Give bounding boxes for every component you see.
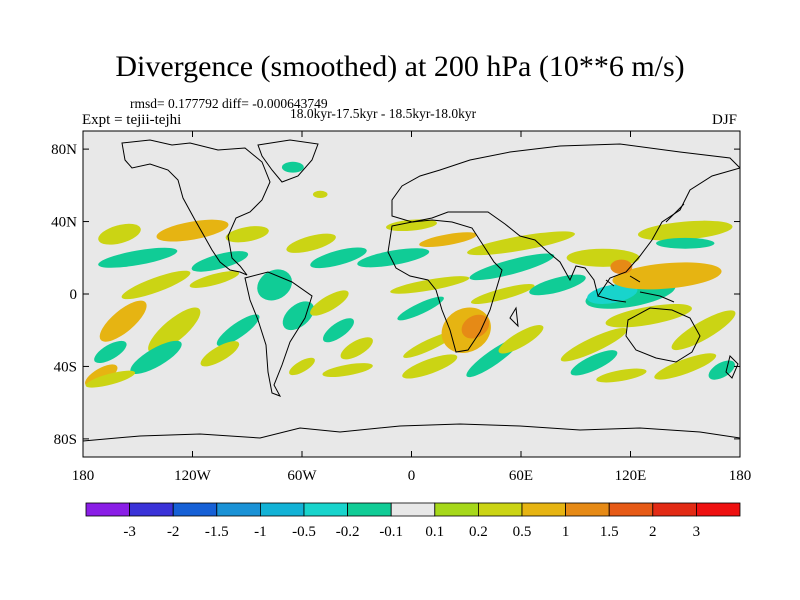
colorbar-swatch [390, 502, 436, 517]
colorbar-swatch [129, 502, 174, 517]
colorbar-label: -1.5 [205, 524, 229, 540]
colorbar-swatch [652, 502, 697, 517]
experiment-label: Expt = tejii-tejhi [82, 112, 182, 128]
y-tick-label: 40N [51, 215, 77, 231]
region-28 [357, 248, 430, 268]
colorbar-swatch [434, 502, 479, 517]
region-22 [289, 357, 315, 376]
colorbar-swatch [85, 502, 130, 517]
region-6 [189, 271, 240, 288]
colorbar-label: -1 [254, 524, 267, 540]
colorbar-swatch [303, 502, 348, 517]
region-15 [257, 269, 293, 301]
colorbar-label: 0.2 [469, 524, 488, 540]
region-17 [286, 233, 336, 253]
region-43 [587, 284, 638, 304]
x-tick-label: 120W [174, 468, 212, 484]
x-tick-label: 60W [287, 468, 317, 484]
colorbar-swatch [477, 502, 523, 517]
y-tick-label: 80N [51, 142, 77, 158]
region-5 [121, 270, 191, 300]
region-24 [281, 161, 304, 173]
colorbar-label: 2 [649, 524, 657, 540]
y-tick-label: 0 [70, 287, 78, 303]
region-10 [94, 340, 127, 364]
region-8 [148, 307, 201, 353]
region-35 [498, 325, 544, 354]
colorbar-label: 1.5 [600, 524, 619, 540]
region-3 [98, 247, 178, 268]
colorbar-label: -3 [123, 524, 136, 540]
region-26 [386, 219, 437, 232]
chart-title: Divergence (smoothed) at 200 hPa (10**6 … [115, 50, 685, 83]
region-54 [596, 368, 647, 383]
region-38 [469, 253, 555, 281]
region-48 [656, 237, 715, 249]
colorbar-swatch [565, 502, 610, 517]
colorbar-swatch [347, 502, 392, 517]
colorbar-swatch [172, 502, 218, 517]
colorbar: -3 -2 -1.5 -1 -0.5 -0.2 -0.1 0.1 0.2 0.5 1 1.5 2 3 [85, 502, 741, 540]
y-tick-label: 40S [54, 359, 77, 375]
region-45 [612, 262, 722, 290]
region-21 [340, 337, 373, 360]
region-1 [156, 219, 229, 242]
colorbar-label: -0.2 [336, 524, 360, 540]
region-12 [200, 341, 240, 367]
colorbar-label: 0.5 [513, 524, 532, 540]
region-30 [397, 296, 444, 321]
region-23 [322, 363, 373, 378]
region-29 [390, 276, 470, 294]
region-52 [654, 353, 717, 380]
region-36 [402, 354, 458, 379]
region-40 [529, 274, 586, 296]
region-16 [282, 301, 314, 331]
region-18 [310, 247, 367, 269]
region-2 [225, 226, 269, 243]
colorbar-swatch [216, 502, 261, 517]
colorbar-swatch [696, 502, 741, 517]
region-25 [312, 190, 328, 199]
colorbar-label: -0.1 [379, 524, 403, 540]
period-text: 18.0kyr-17.5kyr - 18.5kyr-18.0kyr [290, 106, 477, 121]
region-33 [461, 314, 490, 339]
region-0 [98, 223, 141, 245]
colorbar-swatch [259, 502, 305, 517]
x-tick-label: 60E [509, 468, 533, 484]
region-49 [671, 310, 736, 351]
region-14 [85, 370, 136, 388]
colorbar-label: 1 [562, 524, 570, 540]
region-39 [470, 284, 535, 304]
colorbar-swatch [521, 502, 566, 517]
region-11 [130, 340, 182, 374]
season-label: DJF [712, 112, 738, 128]
region-53 [708, 360, 735, 380]
region-7 [99, 300, 147, 342]
data-regions [85, 161, 736, 388]
colorbar-label: 0.1 [425, 524, 444, 540]
x-tick-label: 0 [408, 468, 416, 484]
x-tick-label: 120E [615, 468, 647, 484]
region-20 [322, 318, 355, 343]
region-46 [610, 259, 633, 275]
region-37 [467, 231, 575, 256]
region-19 [310, 290, 349, 316]
colorbar-label: 3 [693, 524, 701, 540]
colorbar-label: -2 [167, 524, 180, 540]
region-51 [570, 350, 618, 376]
coastlines [83, 139, 740, 442]
stats-text: rmsd= 0.177792 diff= -0.000643749 [130, 96, 328, 111]
map-axes: 180 120W 60W 0 60E 120E 180 80N 40N 0 40S 80S [51, 131, 751, 484]
region-50 [560, 327, 628, 362]
y-tick-label: 80S [54, 432, 77, 448]
colorbar-label: -0.5 [292, 524, 316, 540]
x-tick-label: 180 [729, 468, 752, 484]
colorbar-swatch [608, 502, 654, 517]
region-47 [637, 220, 733, 241]
region-9 [216, 314, 260, 347]
region-27 [419, 232, 477, 248]
x-tick-label: 180 [72, 468, 95, 484]
